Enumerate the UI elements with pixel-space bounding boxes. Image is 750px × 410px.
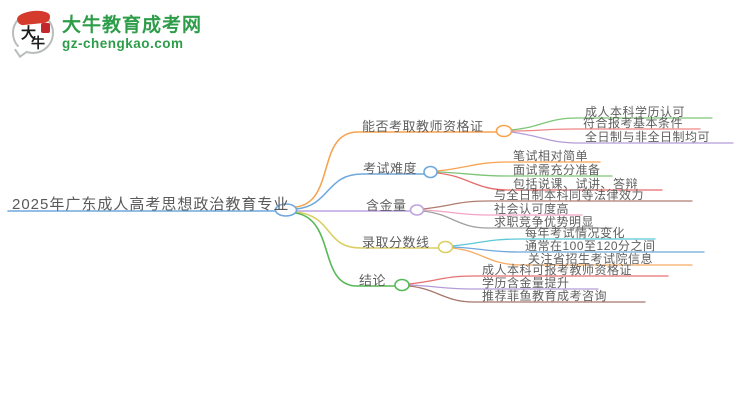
child-1-2-label: 包括说课、试讲、答辩 <box>513 177 639 191</box>
branch-2-label: 含金量 <box>366 198 407 213</box>
child-3-2-label: 关注省招生考试院信息 <box>528 252 654 266</box>
child-0-0-label: 成人本科学历认可 <box>585 105 686 119</box>
branch-2-node-ellipse <box>409 204 425 216</box>
logo-character: 大 <box>21 24 37 42</box>
child-3-0-label: 每年考试情况变化 <box>525 226 626 240</box>
child-4-2-label: 推荐菲鱼教育成考咨询 <box>482 289 608 303</box>
logo-character: 牛 <box>31 36 45 52</box>
logo-seal-icon <box>41 23 50 33</box>
branch-0-node-ellipse <box>495 124 513 138</box>
child-1-1-label: 面试需充分准备 <box>513 163 601 177</box>
branch-0-label: 能否考取教师资格证 <box>362 119 484 134</box>
child-2-0-label: 与全日制本科同等法律效力 <box>494 188 645 202</box>
root-node-label: 2025年广东成人高考思想政治教育专业 <box>12 196 290 213</box>
logo-text: 大牛教育成考网 gz-chengkao.com <box>62 15 202 52</box>
child-0-1-label: 符合报考基本条件 <box>583 116 684 130</box>
branch-4-node-ellipse <box>394 278 410 292</box>
logo-bubble-icon: 大 牛 <box>12 9 54 54</box>
child-3-1-label: 通常在100至120分之间 <box>525 239 656 253</box>
child-0-2-label: 全日制与非全日制均可 <box>585 130 711 144</box>
branch-3-node-ellipse <box>437 240 454 254</box>
branch-1-label: 考试难度 <box>363 161 418 176</box>
child-2-1-label: 社会认可度高 <box>494 202 570 216</box>
site-name: 大牛教育成考网 <box>62 14 203 36</box>
branch-3-label: 录取分数线 <box>362 235 430 250</box>
branch-1-node-ellipse <box>423 165 438 179</box>
child-4-1-label: 学历含金量提升 <box>482 276 570 290</box>
branch-4-label: 结论 <box>359 273 387 288</box>
child-4-0-label: 成人本科可报考教师资格证 <box>482 263 633 277</box>
site-domain: gz-chengkao.com <box>62 36 184 52</box>
child-2-2-label: 求职竞争优势明显 <box>494 215 595 229</box>
child-1-0-label: 笔试相对简单 <box>513 149 589 163</box>
site-logo[interactable]: 大 牛 大牛教育成考网 gz-chengkao.com <box>12 9 202 54</box>
